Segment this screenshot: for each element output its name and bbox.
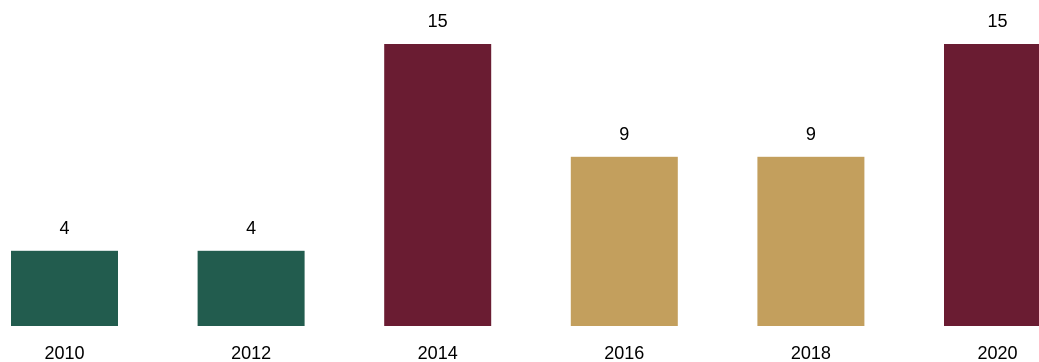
value-label-2014: 15 <box>428 11 448 31</box>
bar-2014 <box>384 44 492 326</box>
bar-2012 <box>197 250 305 326</box>
bar-2018 <box>757 156 865 326</box>
category-label-2018: 2018 <box>791 343 831 362</box>
value-label-2016: 9 <box>619 124 629 144</box>
category-labels-group: 2010 2012 2014 2016 2018 2020 <box>44 343 1017 362</box>
value-labels-group: 4 4 15 9 9 15 <box>59 11 1007 238</box>
category-label-2016: 2016 <box>604 343 644 362</box>
category-label-2012: 2012 <box>231 343 271 362</box>
value-label-2018: 9 <box>806 124 816 144</box>
bars-group <box>11 44 1039 326</box>
value-label-2020: 15 <box>987 11 1007 31</box>
category-label-2014: 2014 <box>418 343 458 362</box>
category-label-2020: 2020 <box>977 343 1017 362</box>
value-label-2010: 4 <box>59 218 69 238</box>
bar-2010 <box>11 250 118 326</box>
category-label-2010: 2010 <box>44 343 84 362</box>
bar-2020 <box>944 44 1039 326</box>
bar-2016 <box>570 156 678 326</box>
value-label-2012: 4 <box>246 218 256 238</box>
